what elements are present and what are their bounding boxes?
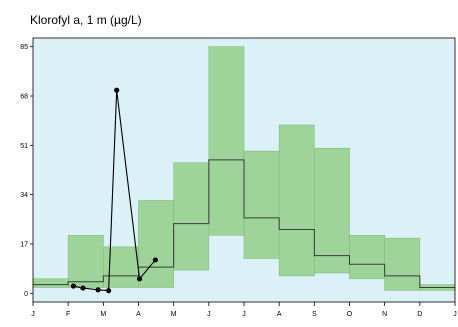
x-tick-label-11: N (382, 311, 387, 318)
observation-point-1 (70, 283, 77, 289)
range-band-11 (384, 237, 421, 291)
median-line-group (33, 159, 455, 288)
x-tick-label-12: D (417, 311, 422, 318)
median-step-line (33, 159, 455, 288)
observation-point-6 (136, 276, 143, 282)
x-tick-label-6: J (207, 311, 211, 318)
x-tick-label-2: F (66, 311, 70, 318)
y-tick-label-68: 68 (20, 94, 28, 101)
range-band-10 (349, 234, 385, 280)
x-tick-label-9: S (312, 311, 317, 318)
y-tick-label-34: 34 (20, 192, 28, 199)
y-axis: 0 17 34 51 68 85 (20, 44, 33, 298)
x-tick-label-7: J (242, 311, 246, 318)
x-tick-label-10: O (347, 311, 353, 318)
range-band-5 (173, 162, 210, 271)
range-band-1 (32, 278, 69, 288)
range-band-9 (314, 147, 350, 274)
observation-group (70, 87, 158, 294)
range-band-8 (278, 124, 315, 277)
y-tick-label-17: 17 (20, 241, 28, 248)
x-tick-label-4: A (136, 311, 141, 318)
y-tick-label-51: 51 (20, 143, 28, 150)
x-tick-label-3: M (100, 311, 106, 318)
y-tick-label-85: 85 (20, 44, 28, 51)
y-tick-label-0: 0 (24, 291, 28, 298)
chart-title: Klorofyl a, 1 m (µg/L) (30, 13, 142, 27)
x-tick-label-5: M (171, 311, 177, 318)
observation-point-7 (152, 257, 158, 263)
observation-point-5 (114, 87, 120, 93)
observation-point-4 (106, 288, 112, 294)
range-band-6 (208, 46, 245, 236)
x-tick-label-8: A (277, 311, 282, 318)
x-tick-label-1: J (31, 311, 35, 318)
range-band-2 (67, 234, 104, 288)
observation-point-2 (80, 285, 86, 291)
range-band-7 (243, 150, 280, 259)
observation-point-3 (95, 287, 101, 293)
x-tick-label-13: J (453, 311, 457, 318)
